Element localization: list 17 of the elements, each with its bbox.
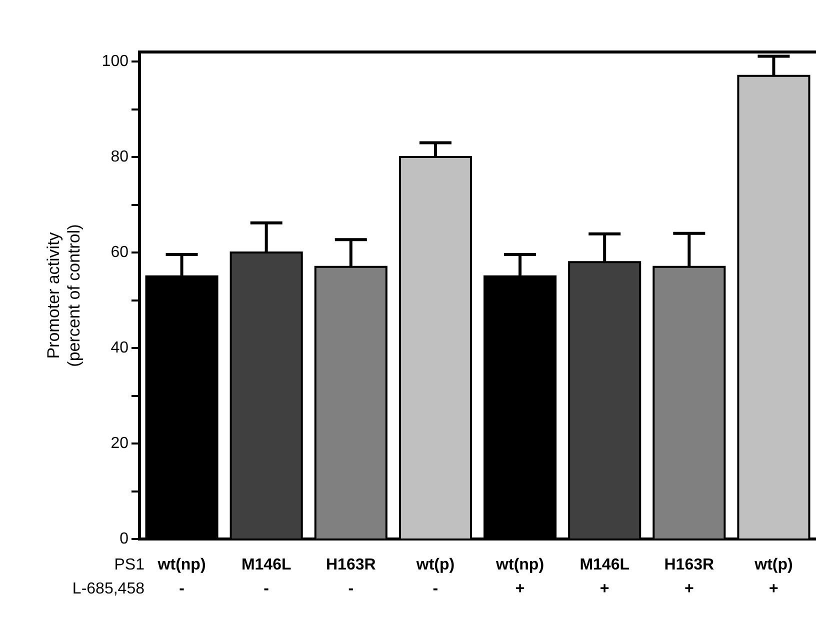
y-tick-label: 40 (110, 339, 129, 356)
x-tick-label: wt(p) - (415, 556, 455, 598)
x-tick-label: wt(p) + (754, 556, 793, 598)
y-axis-title: Promoter activity (percent of control) (44, 224, 84, 367)
x-tick-label: M146L + (580, 556, 630, 598)
y-tick-label: 0 (120, 530, 129, 548)
y-tick-label: 100 (102, 52, 129, 70)
x-tick-label: H163R - (326, 556, 376, 598)
y-tick-label: 80 (110, 148, 129, 166)
text: L-685,458 (72, 580, 145, 598)
x-tick-label: M146L - (241, 556, 292, 598)
x-tick-label: wt(np) + (495, 556, 544, 598)
y-tick-label: 60 (110, 244, 129, 261)
x-tick-label: H163R + (664, 556, 714, 598)
y-tick-label: 20 (110, 434, 129, 452)
text: PS1 (114, 556, 145, 574)
x-tick-label: wt(np) - (156, 556, 206, 598)
